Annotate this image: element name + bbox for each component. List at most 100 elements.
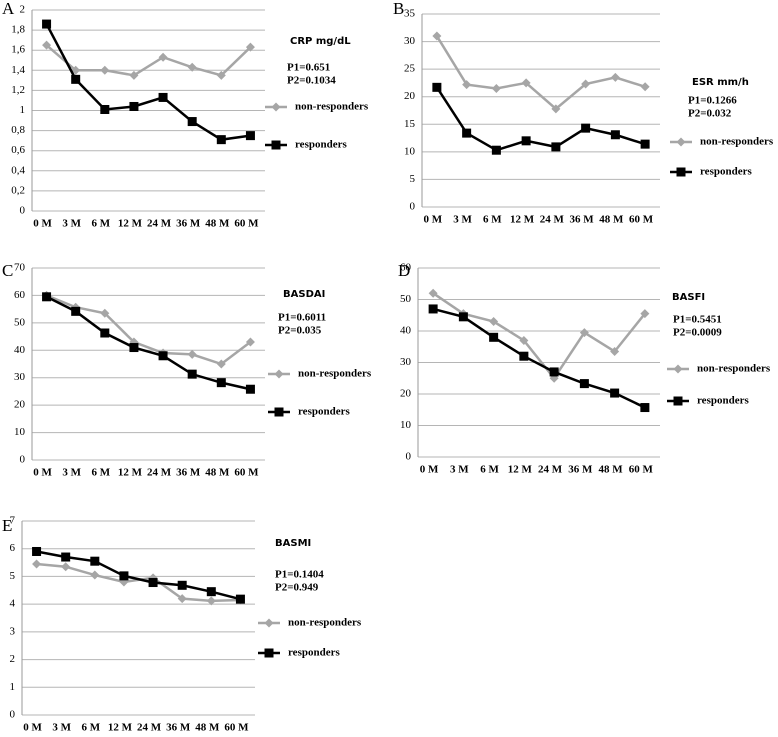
legend-marker	[274, 369, 284, 379]
y-tick-label: 0,2	[11, 184, 25, 196]
panel-label: C	[2, 261, 13, 280]
y-tick-label: 0	[410, 201, 416, 213]
marker	[129, 101, 139, 111]
marker	[610, 72, 620, 82]
marker	[71, 74, 81, 84]
y-tick-label: 10	[14, 426, 26, 438]
marker	[489, 332, 499, 342]
marker	[432, 82, 442, 92]
y-tick-label: 10	[404, 145, 416, 157]
marker	[100, 104, 110, 114]
chart-panel: 0 1 2 3 4 5 6 7 0 M 3 M 6 M 12 M 24 M 36 M 48 M 60 M non…	[2, 515, 362, 734]
y-tick-label: 5	[410, 173, 416, 185]
x-tick-label: 12 M	[118, 467, 143, 479]
y-tick-label: 7	[10, 515, 16, 527]
marker	[90, 556, 100, 566]
legend-marker	[271, 102, 281, 112]
x-tick-label: 3 M	[450, 464, 469, 476]
marker	[216, 378, 226, 388]
legend-marker	[264, 648, 274, 658]
marker	[521, 136, 531, 146]
y-tick-label: 0,4	[11, 164, 25, 176]
annotation: P1=0.1266	[688, 95, 737, 107]
series-line	[45, 23, 251, 141]
y-tick-label: 4	[10, 598, 16, 610]
y-tick-label: 40	[14, 344, 26, 356]
series-line	[36, 550, 241, 601]
marker	[177, 580, 187, 590]
x-tick-label: 36 M	[570, 214, 595, 226]
x-tick-label: 48 M	[195, 722, 220, 734]
marker	[245, 131, 255, 141]
marker	[462, 128, 472, 138]
series-line	[46, 295, 251, 391]
annotation: P1=0.5451	[673, 314, 722, 326]
x-tick-label: 3 M	[62, 218, 81, 230]
y-tick-label: 30	[14, 371, 26, 383]
marker	[551, 104, 561, 114]
x-tick-label: 36 M	[568, 464, 593, 476]
marker	[100, 308, 110, 318]
marker	[491, 145, 501, 155]
x-tick-label: 36 M	[166, 722, 191, 734]
y-tick-label: 10	[400, 419, 412, 431]
x-tick-label: 6 M	[91, 218, 110, 230]
marker	[428, 304, 438, 314]
x-tick-label: 6 M	[81, 722, 100, 734]
panel-label: E	[2, 516, 12, 535]
series-line	[435, 86, 646, 152]
annotation: P2=0.0009	[673, 327, 722, 339]
legend-label: responders	[288, 647, 340, 659]
marker	[100, 328, 110, 338]
y-tick-label: 0	[10, 709, 16, 721]
legend-marker	[676, 137, 686, 147]
marker	[428, 288, 438, 298]
x-tick-label: 24 M	[538, 464, 563, 476]
series-line	[46, 294, 252, 366]
marker	[519, 351, 529, 361]
marker	[206, 587, 216, 597]
marker	[640, 139, 650, 149]
marker	[129, 70, 139, 80]
series-line	[435, 35, 646, 111]
marker	[61, 552, 71, 562]
marker	[32, 559, 42, 569]
x-tick-label: 0 M	[424, 214, 443, 226]
x-tick-label: 48 M	[599, 214, 624, 226]
legend-marker	[271, 140, 281, 150]
chart-title: BASDAI	[283, 289, 325, 300]
x-tick-label: 0 M	[33, 467, 52, 479]
chart-title: BASFI	[672, 292, 705, 303]
x-tick-label: 60 M	[234, 467, 259, 479]
y-tick-label: 1	[20, 104, 26, 116]
marker	[177, 594, 187, 604]
y-tick-label: 40	[400, 325, 412, 337]
x-tick-label: 12 M	[108, 722, 133, 734]
annotation: P2=0.035	[278, 325, 322, 337]
y-tick-label: 70	[14, 262, 26, 274]
marker	[216, 359, 226, 369]
marker	[235, 594, 245, 604]
x-tick-label: 3 M	[52, 722, 71, 734]
x-tick-label: 6 M	[91, 467, 110, 479]
marker	[42, 19, 52, 29]
annotation: P1=0.6011	[278, 312, 326, 324]
x-tick-label: 48 M	[205, 467, 230, 479]
x-tick-label: 3 M	[62, 467, 81, 479]
marker	[491, 83, 501, 93]
chart-title: BASMI	[275, 538, 311, 549]
chart-panel: 0 10 20 30 40 50 60 70 0 M 3 M 6 M 12 M 24 M 36 M 48 M…	[2, 261, 372, 479]
y-tick-label: 50	[400, 293, 412, 305]
y-tick-label: 1	[10, 681, 16, 693]
marker	[549, 367, 559, 377]
marker	[245, 337, 255, 347]
y-tick-label: 2	[10, 653, 16, 665]
marker	[71, 306, 81, 316]
y-tick-label: 20	[404, 90, 416, 102]
legend-label: responders	[700, 166, 752, 178]
marker	[158, 52, 168, 62]
legend-marker	[673, 396, 683, 406]
legend-label: non-responders	[295, 101, 369, 113]
y-tick-label: 30	[404, 35, 416, 47]
marker	[216, 70, 226, 80]
